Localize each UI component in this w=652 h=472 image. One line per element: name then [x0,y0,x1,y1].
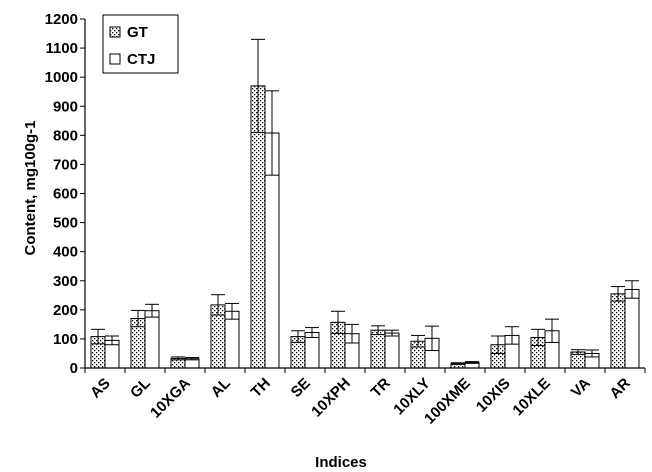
x-tick-label: AR [606,375,633,402]
legend-swatch-ctj [109,53,121,65]
x-tick-label: SE [288,375,314,401]
error-bars [91,38,639,366]
y-tick-label: 300 [53,273,78,290]
legend: GT CTJ [102,14,179,74]
x-axis-title: Indices [315,454,367,471]
x-tick-label: 10XGA [147,375,194,422]
bar-gt [370,329,386,369]
x-tick-label: VA [568,375,594,401]
y-axis-title: Content, mg100g-1 [22,120,39,255]
y-tick-label: 400 [53,244,78,261]
y-tick-label: 900 [53,98,78,115]
y-tick-label: 200 [53,302,78,319]
bar-ctj [624,288,640,369]
axes [84,19,645,369]
x-tick-label: 10XLE [509,375,553,419]
y-tick-label: 800 [53,127,78,144]
y-axis-ticks: 0 100 200 300 400 500 600 700 800 900 1000 1100 1200 [45,11,85,377]
x-tick-label: 10XPH [308,375,354,421]
y-tick-label: 1100 [45,40,78,57]
legend-label-ctj: CTJ [127,51,155,68]
y-tick-label: 500 [53,215,78,232]
y-tick-label: 1000 [45,69,78,86]
legend-swatch-gt [109,26,121,38]
y-tick-label: 700 [53,156,78,173]
bar-ctj [224,310,240,369]
y-tick-label: 600 [53,186,78,203]
bar-ctj [384,332,400,369]
legend-label-gt: GT [127,24,148,41]
x-tick-label: AS [87,375,114,402]
x-tick-label: TR [368,375,394,401]
bar-ctj [144,310,160,369]
x-tick-label: GL [127,375,154,402]
y-tick-label: 0 [70,360,78,377]
bars [90,85,640,369]
y-tick-label: 1200 [45,11,78,28]
x-tick-label: AL [208,375,234,401]
x-tick-label: TH [248,375,274,401]
bar-gt [610,293,626,369]
y-tick-label: 100 [53,331,78,348]
x-tick-label: 10XIS [473,375,514,416]
